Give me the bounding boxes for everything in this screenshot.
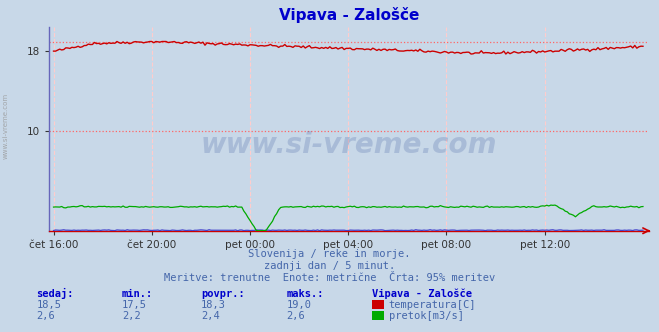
Text: 2,2: 2,2 bbox=[122, 311, 140, 321]
Text: zadnji dan / 5 minut.: zadnji dan / 5 minut. bbox=[264, 261, 395, 271]
Text: 2,6: 2,6 bbox=[36, 311, 55, 321]
Text: www.si-vreme.com: www.si-vreme.com bbox=[2, 93, 9, 159]
Text: Vipava - Zalošče: Vipava - Zalošče bbox=[372, 289, 473, 299]
Text: pretok[m3/s]: pretok[m3/s] bbox=[389, 311, 464, 321]
Text: 18,5: 18,5 bbox=[36, 300, 61, 310]
Text: Meritve: trenutne  Enote: metrične  Črta: 95% meritev: Meritve: trenutne Enote: metrične Črta: … bbox=[164, 273, 495, 283]
Text: Slovenija / reke in morje.: Slovenija / reke in morje. bbox=[248, 249, 411, 259]
Text: maks.:: maks.: bbox=[287, 289, 324, 299]
Title: Vipava - Zalošče: Vipava - Zalošče bbox=[279, 7, 420, 23]
Text: 18,3: 18,3 bbox=[201, 300, 226, 310]
Text: 2,4: 2,4 bbox=[201, 311, 219, 321]
Text: temperatura[C]: temperatura[C] bbox=[389, 300, 476, 310]
Text: min.:: min.: bbox=[122, 289, 153, 299]
Text: 19,0: 19,0 bbox=[287, 300, 312, 310]
Text: sedaj:: sedaj: bbox=[36, 288, 74, 299]
Text: 2,6: 2,6 bbox=[287, 311, 305, 321]
Text: 17,5: 17,5 bbox=[122, 300, 147, 310]
Text: www.si-vreme.com: www.si-vreme.com bbox=[201, 131, 498, 159]
Text: povpr.:: povpr.: bbox=[201, 289, 244, 299]
